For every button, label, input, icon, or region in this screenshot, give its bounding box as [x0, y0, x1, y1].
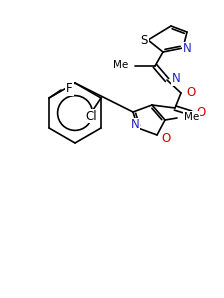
Text: Me: Me [113, 60, 128, 70]
Text: O: O [186, 86, 195, 100]
Text: N: N [183, 43, 191, 55]
Text: O: O [196, 105, 205, 119]
Text: F: F [66, 83, 73, 95]
Text: N: N [131, 119, 139, 131]
Text: S: S [140, 33, 148, 46]
Text: O: O [161, 131, 170, 145]
Text: Cl: Cl [85, 109, 97, 122]
Text: Me: Me [184, 112, 199, 122]
Text: N: N [172, 72, 181, 86]
